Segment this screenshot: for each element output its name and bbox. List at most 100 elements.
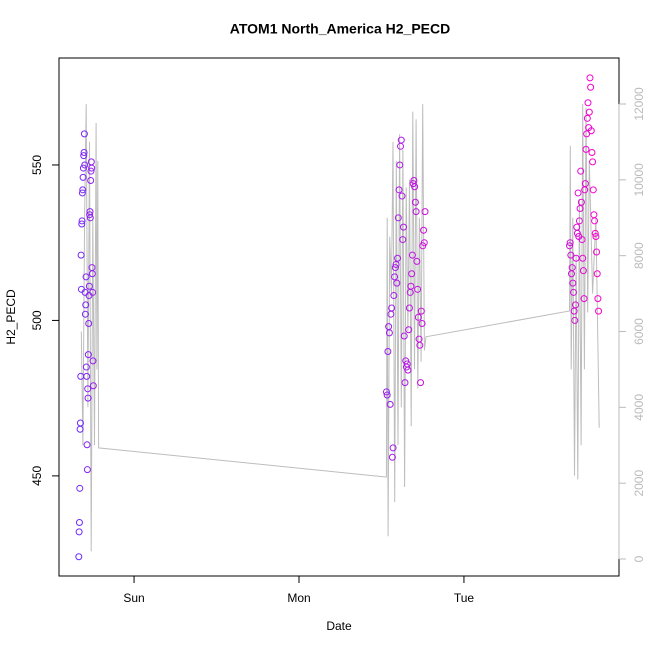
point — [408, 251, 416, 259]
point — [420, 226, 428, 234]
point — [394, 254, 402, 262]
point — [398, 192, 406, 200]
y-axis-label: H2_PECD — [4, 289, 18, 345]
point — [417, 307, 425, 315]
point — [568, 264, 576, 272]
point — [577, 167, 585, 175]
point — [395, 186, 403, 194]
point — [76, 419, 84, 427]
point — [391, 273, 399, 281]
point — [580, 295, 588, 303]
point — [407, 282, 415, 290]
point — [388, 453, 396, 461]
point — [86, 211, 94, 219]
point — [566, 239, 574, 247]
point — [89, 288, 97, 296]
point — [79, 164, 87, 172]
point — [414, 285, 422, 293]
point — [87, 177, 95, 185]
point — [595, 307, 603, 315]
y2-tick-label: 0 — [632, 555, 646, 562]
point — [89, 357, 97, 365]
point — [589, 158, 597, 166]
point — [579, 254, 587, 262]
y2-tick-label: 2000 — [632, 470, 646, 497]
x-axis-label: Date — [326, 619, 352, 633]
point — [81, 161, 89, 169]
point — [384, 348, 392, 356]
point — [78, 217, 86, 225]
y-tick-label: 450 — [30, 466, 44, 486]
point — [83, 466, 91, 474]
point — [411, 198, 419, 206]
point — [412, 208, 420, 216]
point — [394, 214, 402, 222]
point — [85, 282, 93, 290]
point — [583, 114, 591, 122]
point — [593, 248, 601, 256]
point — [87, 167, 95, 175]
point — [587, 83, 595, 91]
point — [582, 145, 590, 153]
point — [401, 379, 409, 387]
y-tick-label: 500 — [30, 310, 44, 330]
point — [571, 316, 579, 324]
point — [405, 326, 413, 334]
point — [82, 273, 90, 281]
chart-title: ATOM1 North_America H2_PECD — [230, 21, 450, 37]
point — [387, 310, 395, 318]
point — [399, 236, 407, 244]
point — [594, 295, 602, 303]
point — [575, 217, 583, 225]
point — [577, 198, 585, 206]
point — [81, 310, 89, 318]
point — [80, 152, 88, 160]
y2-tick-label: 10000 — [632, 163, 646, 197]
point — [79, 186, 87, 194]
point — [82, 301, 90, 309]
point — [567, 251, 575, 259]
line — [80, 103, 600, 552]
point — [590, 211, 598, 219]
point — [413, 257, 421, 265]
point — [572, 254, 580, 262]
point — [392, 260, 400, 268]
y2-tick-label: 6000 — [632, 318, 646, 345]
point — [86, 214, 94, 222]
point — [382, 388, 390, 396]
point — [420, 239, 428, 247]
point — [573, 229, 581, 237]
point — [78, 220, 86, 228]
point — [388, 304, 396, 312]
point — [569, 279, 577, 287]
point — [574, 189, 582, 197]
point — [414, 313, 422, 321]
x-tick-label: Sun — [123, 591, 144, 605]
point — [578, 236, 586, 244]
point — [385, 329, 393, 337]
point — [399, 223, 407, 231]
point — [83, 441, 91, 449]
point — [83, 372, 91, 380]
point — [588, 149, 596, 157]
point — [591, 217, 599, 225]
point — [418, 320, 426, 328]
point — [78, 189, 86, 197]
point — [581, 180, 589, 188]
point — [397, 142, 405, 150]
point — [77, 251, 85, 259]
point — [75, 528, 83, 536]
x-tick-label: Mon — [287, 591, 310, 605]
point — [571, 301, 579, 309]
point — [82, 363, 90, 371]
point — [408, 270, 416, 278]
y-tick-label: 550 — [30, 155, 44, 175]
point — [593, 270, 601, 278]
point — [405, 304, 413, 312]
point — [411, 183, 419, 191]
point — [84, 385, 92, 393]
y2-tick-label: 8000 — [632, 242, 646, 269]
point — [80, 130, 88, 138]
x-tick-label: Tue — [454, 591, 475, 605]
